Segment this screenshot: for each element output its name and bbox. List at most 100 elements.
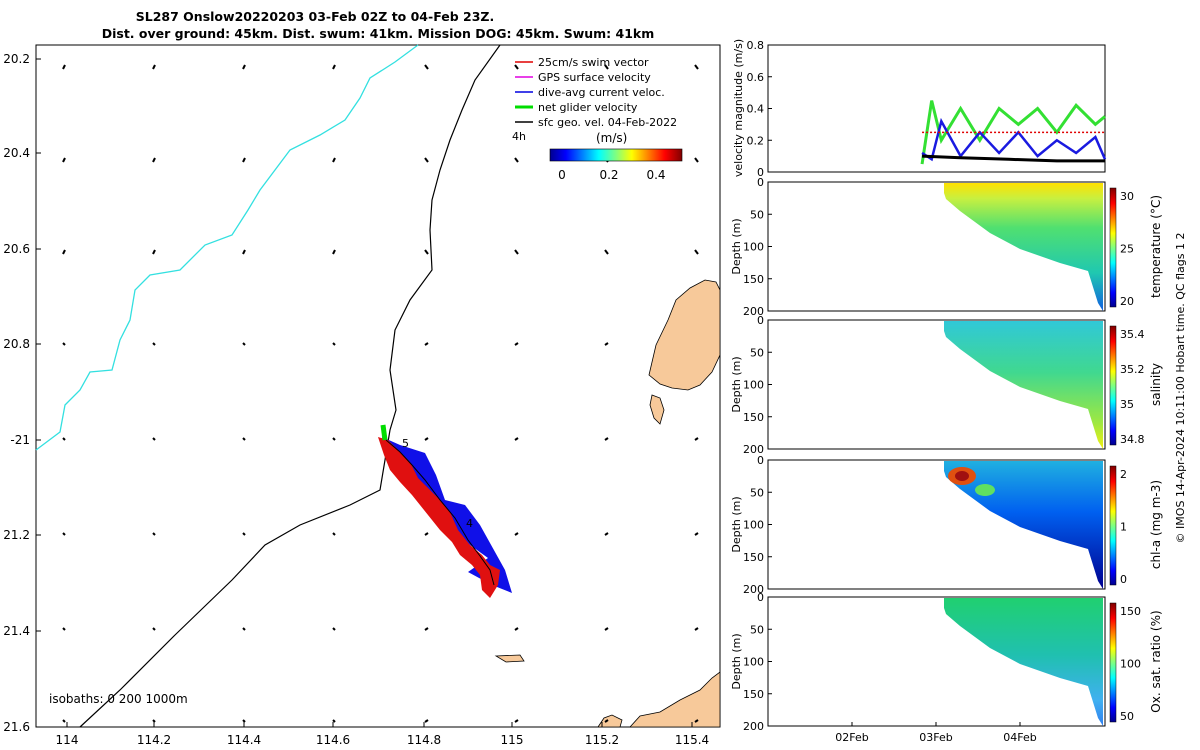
colorbar-tick-2: 0.4 xyxy=(646,168,665,182)
geo-velocity-arrow xyxy=(604,532,609,536)
chla-depth-tick-label: 100 xyxy=(743,519,764,532)
oxygen-depth-tick-label: 100 xyxy=(743,656,764,669)
geo-velocity-arrow xyxy=(604,627,609,631)
temperature-colorbar-tick: 30 xyxy=(1120,190,1134,203)
net-glider-velocity-vector xyxy=(380,424,388,441)
geo-velocity-arrow xyxy=(62,532,66,536)
geo-velocity-arrow xyxy=(152,437,156,441)
oxygen-colorbar xyxy=(1109,602,1117,723)
map-title-line1: SL287 Onslow20220203 03-Feb 02Z to 04-Fe… xyxy=(136,9,494,24)
map-y-tick-label: 21.4 xyxy=(3,624,30,638)
velocity-series xyxy=(920,100,1107,165)
oxygen-depth-tick-label: 50 xyxy=(750,623,764,636)
legend-label-net: net glider velocity xyxy=(538,101,638,114)
map-x-tick-label: 115 xyxy=(501,733,524,747)
map-x-tick-label: 114 xyxy=(56,733,79,747)
colorbar-title: (m/s) xyxy=(596,131,627,145)
geo-velocity-arrow xyxy=(694,627,699,631)
velocity-y-ticks: 0 0.2 0.4 0.6 0.8 xyxy=(747,39,772,179)
geo-velocity-arrow xyxy=(62,157,66,163)
velocity-tick-label: 0.6 xyxy=(747,71,765,84)
map-y-tick-label: 20.6 xyxy=(3,242,30,256)
chla-ylabel: Depth (m) xyxy=(730,496,743,552)
oxygen-depth-tick-label: 0 xyxy=(757,591,764,604)
geo-velocity-arrow xyxy=(514,437,519,441)
chla-core xyxy=(955,471,969,481)
geo-velocity-arrow xyxy=(242,627,246,631)
geo-velocity-arrow xyxy=(242,437,246,441)
geo-velocity-arrow xyxy=(242,719,246,723)
isobaths-label: isobaths: 0 200 1000m xyxy=(49,692,188,706)
temperature-colorbar-tick: 25 xyxy=(1120,243,1134,256)
temperature-colorbar-tick: 20 xyxy=(1120,295,1134,308)
geo-velocity-arrow xyxy=(514,719,519,723)
temperature-colorbar xyxy=(1109,187,1117,308)
speed-colorbar xyxy=(549,148,683,162)
sfc-geo-velocity-arrows xyxy=(62,64,699,723)
chla-depth-tick-label: 150 xyxy=(743,551,764,564)
temperature-depth-tick-label: 100 xyxy=(743,241,764,254)
velocity-series-line xyxy=(920,100,1106,165)
geo-velocity-arrow xyxy=(424,64,429,70)
chla-colorbar-tick: 0 xyxy=(1120,573,1127,586)
geo-velocity-arrow xyxy=(694,157,699,163)
geo-velocity-arrow xyxy=(604,64,609,70)
oxygen-colorbar-label: Ox. sat. ratio (%) xyxy=(1149,610,1163,712)
temperature-section-data xyxy=(944,183,1103,311)
legend-label-gps: GPS surface velocity xyxy=(538,71,651,84)
track-label-5: 5 xyxy=(402,437,409,450)
track-label-4: 4 xyxy=(466,517,473,530)
isobath-1000m xyxy=(35,44,419,451)
map-y-tick-label: 21.6 xyxy=(3,720,30,734)
chla-colorbar xyxy=(1109,465,1117,586)
chla-depth-tick-label: 200 xyxy=(743,583,764,596)
velocity-frame xyxy=(767,44,1106,173)
chla-colorbar-tick: 2 xyxy=(1120,468,1127,481)
islet xyxy=(597,714,623,728)
geo-velocity-arrow xyxy=(152,157,156,163)
geo-velocity-arrow xyxy=(514,249,519,255)
legend-label-geo: sfc geo. vel. 04-Feb-2022 xyxy=(538,116,677,129)
geo-velocity-arrow xyxy=(424,437,429,441)
map-x-ticks: 114 114.2 114.4 114.6 114.8 115 115.2 115.4 xyxy=(56,722,709,747)
map-y-ticks: 20.2 20.4 20.6 20.8 -21 21.2 21.4 21.6 xyxy=(3,52,41,734)
velocity-panel: 0 0.2 0.4 0.6 0.8 velocity magnitude (m/s) xyxy=(732,39,1107,179)
geo-velocity-arrow xyxy=(694,532,699,536)
swim-vectors xyxy=(378,437,500,598)
salinity-ylabel: Depth (m) xyxy=(730,356,743,412)
geo-velocity-arrow xyxy=(694,249,699,255)
geo-velocity-arrow xyxy=(332,249,336,255)
map-y-tick-label: 21.2 xyxy=(3,528,30,542)
colorbar-tick-1: 0.2 xyxy=(599,168,618,182)
geo-velocity-arrow xyxy=(694,437,699,441)
geo-velocity-arrow xyxy=(332,627,336,631)
island-small xyxy=(649,394,665,425)
oxygen-colorbar-tick: 50 xyxy=(1120,710,1134,723)
geo-velocity-arrow xyxy=(604,342,609,346)
geo-velocity-arrow xyxy=(332,532,336,536)
chla-depth-tick-label: 50 xyxy=(750,486,764,499)
salinity-colorbar-tick: 35 xyxy=(1120,398,1134,411)
map-x-tick-label: 114.6 xyxy=(316,733,350,747)
geo-velocity-arrow xyxy=(242,157,246,163)
map-x-tick-label: 114.2 xyxy=(137,733,171,747)
salinity-colorbar xyxy=(1109,325,1117,446)
geo-velocity-arrow xyxy=(62,719,66,723)
temperature-ylabel: Depth (m) xyxy=(730,218,743,274)
geo-velocity-arrow xyxy=(424,719,429,723)
date-tick-label: 04Feb xyxy=(1003,731,1036,744)
temperature-depth-tick-label: 50 xyxy=(750,208,764,221)
geo-velocity-arrow xyxy=(62,249,66,255)
oxygen-depth-tick-label: 150 xyxy=(743,688,764,701)
geo-velocity-arrow xyxy=(242,249,246,255)
salinity-depth-tick-label: 100 xyxy=(743,379,764,392)
oxygen-colorbar-tick: 100 xyxy=(1120,658,1141,671)
velocity-tick-label: 0.4 xyxy=(747,103,765,116)
geo-velocity-arrow xyxy=(604,249,609,255)
geo-velocity-arrow xyxy=(152,64,156,70)
date-tick-label: 02Feb xyxy=(835,731,868,744)
geo-velocity-arrow xyxy=(62,627,66,631)
velocity-series-line xyxy=(921,154,1105,163)
map-y-tick-label: 20.8 xyxy=(3,337,30,351)
map-y-tick-label: 20.2 xyxy=(3,52,30,66)
